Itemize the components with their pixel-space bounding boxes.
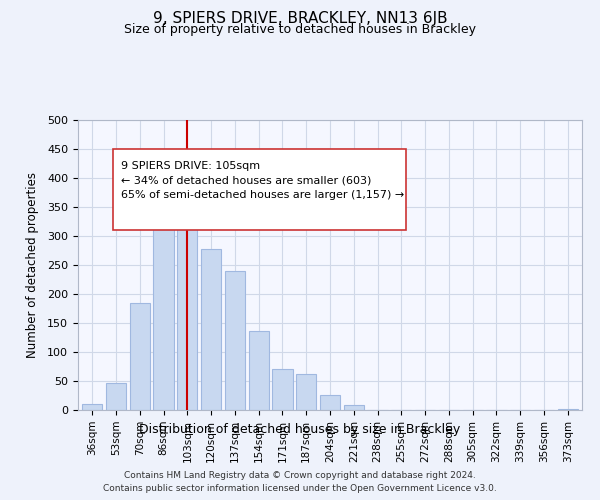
Text: Contains public sector information licensed under the Open Government Licence v3: Contains public sector information licen…: [103, 484, 497, 493]
Text: Contains HM Land Registry data © Crown copyright and database right 2024.: Contains HM Land Registry data © Crown c…: [124, 471, 476, 480]
Bar: [225, 271, 245, 410]
Text: Size of property relative to detached houses in Brackley: Size of property relative to detached ho…: [124, 22, 476, 36]
FancyBboxPatch shape: [113, 149, 406, 230]
Text: 9, SPIERS DRIVE, BRACKLEY, NN13 6JB: 9, SPIERS DRIVE, BRACKLEY, NN13 6JB: [152, 11, 448, 26]
Y-axis label: Number of detached properties: Number of detached properties: [26, 172, 39, 358]
Bar: [201, 249, 221, 410]
Bar: [177, 178, 197, 410]
Bar: [82, 404, 103, 410]
Bar: [154, 213, 173, 410]
Bar: [296, 374, 316, 410]
Bar: [557, 409, 578, 410]
Text: Distribution of detached houses by size in Brackley: Distribution of detached houses by size …: [139, 422, 461, 436]
Bar: [106, 382, 126, 410]
Text: 9 SPIERS DRIVE: 105sqm
← 34% of detached houses are smaller (603)
65% of semi-de: 9 SPIERS DRIVE: 105sqm ← 34% of detached…: [121, 160, 404, 200]
Bar: [272, 370, 293, 410]
Bar: [130, 302, 150, 410]
Bar: [248, 331, 269, 410]
Bar: [320, 395, 340, 410]
Bar: [344, 406, 364, 410]
